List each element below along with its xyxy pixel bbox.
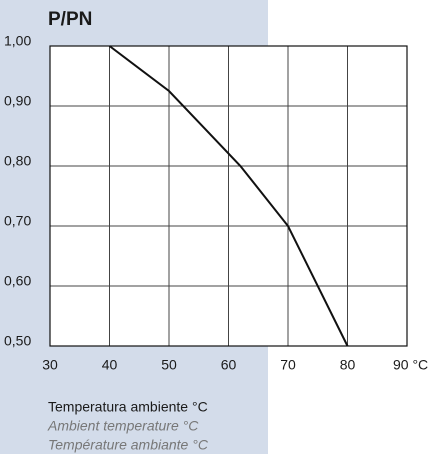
y-tick-label: 0,80 bbox=[4, 153, 31, 169]
y-tick-label: 1,00 bbox=[4, 33, 31, 49]
x-tick-label: 80 bbox=[340, 357, 356, 373]
y-tick-label: 0,70 bbox=[4, 213, 31, 229]
chart-title: P/PN bbox=[48, 9, 92, 30]
x-tick-label: 90 °C bbox=[393, 357, 428, 373]
x-tick-label: 70 bbox=[280, 357, 296, 373]
x-tick-label: 50 bbox=[161, 357, 177, 373]
x-axis-label: Temperatura ambiente °C bbox=[48, 399, 208, 415]
x-tick-label: 60 bbox=[221, 357, 237, 373]
y-tick-label: 0,50 bbox=[4, 333, 31, 349]
y-tick-label: 0,60 bbox=[4, 273, 31, 289]
data-line bbox=[108, 45, 349, 347]
x-axis-label: Ambient temperature °C bbox=[47, 418, 199, 434]
x-tick-label: 30 bbox=[42, 357, 58, 373]
plot-frame bbox=[49, 45, 408, 347]
x-tick-label: 40 bbox=[102, 357, 118, 373]
y-tick-label: 0,90 bbox=[4, 93, 31, 109]
x-axis-label: Température ambiante °C bbox=[48, 437, 209, 453]
